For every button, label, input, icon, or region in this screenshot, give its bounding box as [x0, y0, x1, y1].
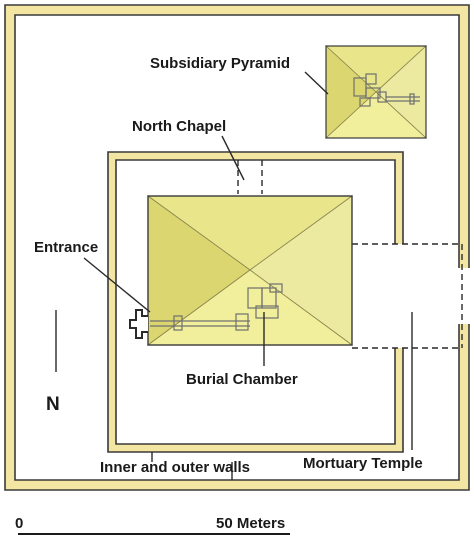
burial-chamber-label: Burial Chamber — [186, 371, 298, 388]
subsidiary-passages — [353, 73, 420, 107]
inner-wall-gap — [394, 244, 404, 348]
walls-label: Inner and outer walls — [100, 459, 250, 476]
main-pyramid-passages — [150, 283, 283, 331]
outer-wall — [4, 4, 470, 491]
mortuary-temple-label: Mortuary Temple — [303, 455, 423, 472]
north-chapel-outline — [237, 160, 263, 194]
north-chapel-label: North Chapel — [132, 118, 226, 135]
scale-start-label: 0 — [15, 515, 23, 532]
entrance-leader — [83, 257, 151, 313]
scale-bar: 0 50 Meters — [15, 515, 290, 535]
mortuary-temple-outline — [352, 243, 463, 349]
subsidiary-pyramid-leader — [304, 71, 329, 95]
inner-wall — [107, 151, 404, 453]
north-chapel-leader — [221, 135, 245, 181]
subsidiary-pyramid-label: Subsidiary Pyramid — [150, 55, 290, 72]
subsidiary-pyramid — [324, 45, 428, 139]
outer-wall-gap — [458, 268, 470, 324]
north-label: N — [46, 394, 60, 415]
entrance-label: Entrance — [34, 239, 98, 256]
entrance-structure — [129, 309, 148, 339]
main-pyramid — [146, 195, 354, 346]
scale-end-label: 50 Meters — [216, 515, 285, 532]
